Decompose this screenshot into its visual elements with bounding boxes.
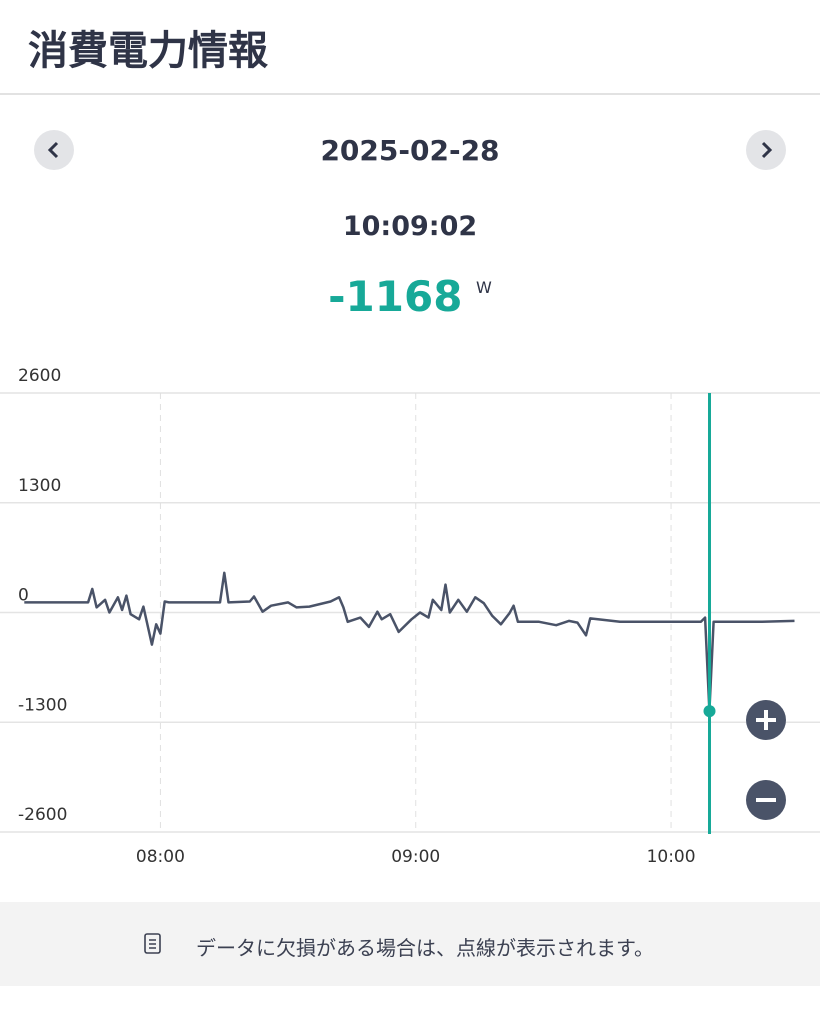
power-line [24,571,795,713]
time-label: 10:09:02 [342,211,478,242]
date-label: 2025-02-28 [320,134,500,167]
chart: 2600 1300 0 -1300 -2600 08:00 09:00 10:00 [0,366,820,867]
footer: データに欠損がある場合は、点線が表示されます。 [0,902,820,986]
zoom-out-button[interactable] [746,780,786,820]
x-tick-label: 10:00 [647,847,696,867]
power-unit: W [476,278,492,297]
zoom-in-button[interactable] [746,700,786,740]
value-row: -1168 W [0,272,820,321]
power-value: -1168 [328,272,463,321]
cursor-point [703,705,716,718]
y-tick-label: 2600 [18,366,61,386]
note-icon [144,933,161,954]
y-tick-label: 1300 [18,476,61,496]
y-tick-label: -2600 [18,805,67,825]
y-tick-label: 0 [18,586,29,606]
x-tick-label: 08:00 [136,847,185,867]
x-tick-label: 09:00 [391,847,440,867]
prev-day-button[interactable] [34,130,74,170]
y-tick-label: -1300 [18,695,67,715]
divider [0,93,820,95]
footer-note: データに欠損がある場合は、点線が表示されます。 [196,936,654,960]
next-day-button[interactable] [746,130,786,170]
page-title: 消費電力情報 [28,28,268,74]
